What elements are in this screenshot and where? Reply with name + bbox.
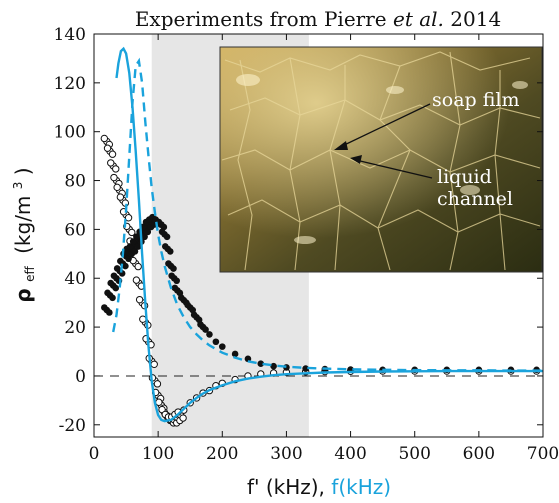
open-marker-point: [128, 228, 136, 237]
arrowhead-soap-film: [334, 141, 348, 150]
annotation-soap-film: soap film: [334, 89, 520, 150]
filled-marker-point: [126, 243, 134, 250]
annotation-liquid-channel: liquid channel: [350, 155, 513, 210]
filled-marker-point: [170, 265, 177, 272]
open-marker-point: [150, 360, 158, 368]
filled-marker-point: [113, 265, 121, 272]
open-marker-point: [139, 315, 147, 323]
filled-marker-point: [109, 294, 116, 302]
y-tick-label: 100: [54, 123, 86, 143]
filled-marker-point: [141, 233, 148, 241]
x-tick-label: 700: [527, 444, 559, 464]
open-marker-point: [179, 414, 187, 422]
open-marker-point: [153, 380, 162, 388]
y-tick-labels: -20 0 20 40 60 80 100 120 140: [54, 25, 86, 436]
arrow-liquid-channel: [355, 159, 433, 179]
x-tick-label: 400: [334, 444, 366, 464]
filled-marker-point: [144, 228, 152, 236]
x-tick-label: 300: [270, 444, 302, 464]
plot-frame: [93, 33, 544, 438]
filled-marker-point: [270, 362, 277, 370]
y-tick-label: 40: [64, 269, 86, 289]
open-marker-point: [134, 262, 142, 271]
filled-marker-point: [161, 243, 169, 250]
model-dashed-curve: [112, 57, 543, 372]
filled-marker-point: [106, 309, 113, 316]
filled-marker-point: [178, 294, 185, 302]
x-tick-labels: 0 100 200 300 400 500 600 700: [89, 444, 559, 464]
filled-marker-point: [218, 343, 226, 350]
filled-marker-point: [212, 338, 220, 346]
model-solid-curve: [115, 46, 543, 423]
y-tick-label: 80: [64, 172, 86, 192]
y-tick-label: 0: [75, 367, 86, 387]
open-marker-point: [155, 398, 163, 406]
y-tick-label: 140: [54, 25, 86, 45]
open-marker-point: [103, 144, 112, 152]
filled-marker-point: [168, 272, 175, 280]
filled-marker-point: [129, 238, 137, 245]
open-marker-point: [107, 159, 115, 167]
filled-marker-point: [107, 279, 115, 287]
filled-marker-point: [165, 260, 172, 267]
y-tick-label: 20: [64, 318, 86, 338]
filled-marker-point: [125, 255, 132, 263]
filled-marker-point: [122, 262, 129, 270]
open-marker-point: [135, 295, 144, 304]
x-axis-label: f' (kHz), f(kHz): [247, 475, 391, 499]
filled-marker-point: [101, 304, 108, 311]
filled-marker-point: [302, 365, 309, 372]
x-tick-label: 200: [206, 444, 238, 464]
open-marker-point: [110, 173, 118, 182]
photo-border: [219, 46, 543, 273]
annotation-liquid-label: liquid: [437, 166, 492, 188]
annotation-channel-label: channel: [437, 188, 513, 210]
x-tick-label: 100: [142, 444, 174, 464]
filled-marker-point: [206, 331, 213, 338]
y-tick-label: 60: [64, 220, 86, 240]
filled-marker-series: [101, 213, 540, 374]
filled-marker-point: [173, 277, 180, 285]
filled-marker-point: [171, 284, 179, 292]
filled-marker-point: [184, 301, 192, 309]
filled-marker-point: [197, 321, 204, 328]
open-marker-point: [108, 150, 117, 158]
filled-marker-point: [190, 311, 198, 319]
filled-marker-point: [166, 248, 174, 255]
open-marker-point: [116, 193, 125, 201]
open-marker-point: [124, 214, 133, 222]
filled-marker-point: [163, 233, 171, 241]
y-tick-label: 120: [54, 74, 86, 94]
filled-marker-point: [104, 289, 111, 297]
y-axis-label: ρ eff (kg/m 3 ): [3, 167, 39, 302]
y-tick-label: -20: [59, 416, 86, 436]
x-tick-label: 500: [398, 444, 430, 464]
arrow-soap-film: [337, 103, 431, 149]
x-tick-label: 0: [89, 444, 100, 464]
annotation-soap-film-label: soap film: [432, 89, 520, 111]
filled-marker-point: [231, 350, 239, 358]
filled-marker-point: [202, 326, 209, 333]
filled-marker-point: [158, 228, 166, 236]
x-tick-label: 600: [463, 444, 495, 464]
arrowhead-liquid-channel: [350, 155, 362, 164]
model-curves: [112, 46, 543, 423]
filled-marker-point: [110, 272, 118, 280]
filled-marker-point: [112, 284, 120, 292]
filled-marker-point: [133, 233, 140, 240]
foam-photo-inset: [220, 47, 542, 272]
open-marker-point: [113, 183, 121, 192]
open-marker-point: [100, 134, 109, 143]
open-marker-point: [112, 165, 120, 173]
filled-marker-point: [117, 257, 124, 265]
filled-marker-point: [257, 360, 265, 368]
filled-marker-point: [131, 248, 139, 255]
open-marker-point: [132, 276, 141, 284]
plot-axes: [93, 33, 544, 438]
filled-marker-point: [134, 243, 142, 250]
chart-title: Experiments from Pierre et al. 2014: [135, 7, 501, 31]
